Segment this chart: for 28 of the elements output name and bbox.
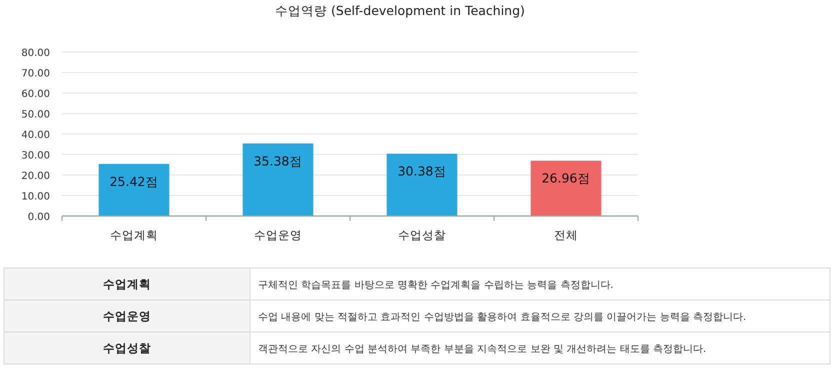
y-tick-label: 70.00 xyxy=(21,68,50,80)
x-tick-label: 수업운영 xyxy=(254,228,302,242)
y-tick-label: 60.00 xyxy=(21,89,50,100)
text: 수업 내용에 맞는 적절하고 효과적인 수업방법을 활용하여 효율적으로 강의를 이끌어가는 능력을 측정합니다. xyxy=(258,312,746,323)
text: 수업운영 xyxy=(103,309,151,323)
y-tick-label: 50.00 xyxy=(21,110,50,120)
bar xyxy=(386,154,458,216)
bar xyxy=(98,164,170,216)
y-tick-label: 80.00 xyxy=(21,48,50,59)
data-label: 30.38점 xyxy=(398,164,446,179)
text: 객관적으로 자신의 수업 분석하여 부족한 부분을 지속적으로 보완 및 개선하려는 태도를 측정합니다. xyxy=(258,344,706,355)
data-label: 25.42점 xyxy=(110,174,158,189)
y-tick-label: 30.00 xyxy=(21,150,50,162)
data-label: 35.38점 xyxy=(254,153,302,168)
y-tick-label: 10.00 xyxy=(21,192,50,202)
text: 수업성찰 xyxy=(103,341,151,355)
y-tick-label: 20.00 xyxy=(21,171,50,182)
data-label: 26.96점 xyxy=(542,170,590,186)
x-tick-label: 전체 xyxy=(554,228,578,242)
x-tick-label: 수업계획 xyxy=(110,228,158,242)
y-tick-label: 40.00 xyxy=(21,130,50,141)
bar xyxy=(530,160,602,216)
text: 구체적인 학습목표를 바탕으로 명확한 수업계획을 수립하는 능력을 측정합니다. xyxy=(258,280,614,291)
chart-title: 수업역량 (Self-development in Teaching) xyxy=(275,3,525,18)
bar xyxy=(242,143,314,216)
text: 수업계획 xyxy=(103,277,151,291)
y-tick-label: 0.00 xyxy=(28,212,50,223)
x-tick-label: 수업성찰 xyxy=(398,228,446,242)
